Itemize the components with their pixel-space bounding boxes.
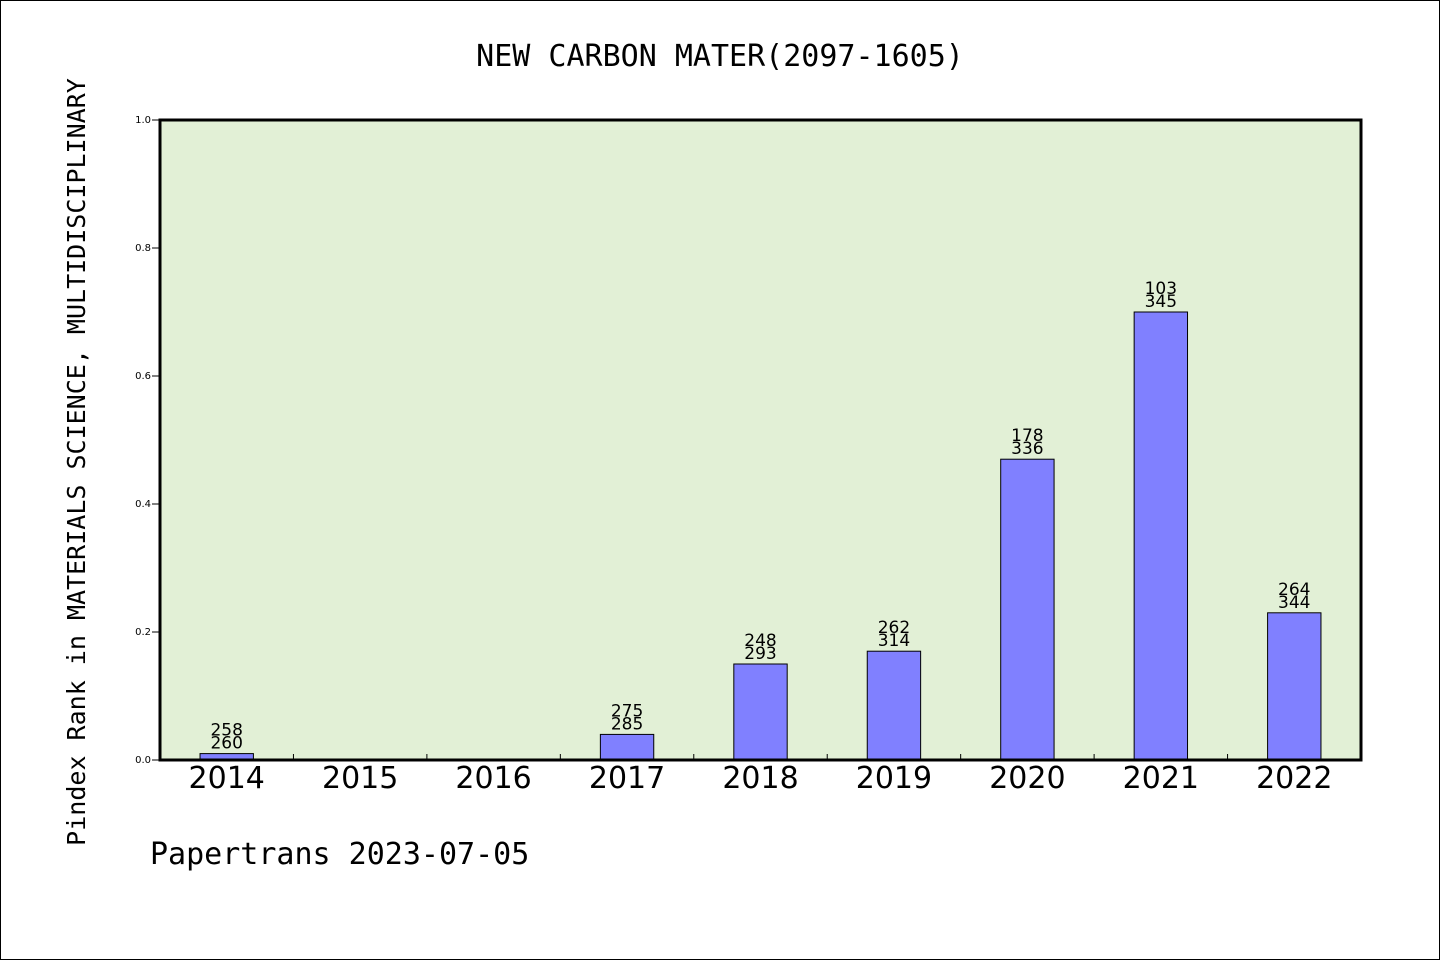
y-axis-ticks: 0.0 0.2 0.4 0.6 0.8 1.0 [135,115,160,766]
plot-border [158,118,1363,762]
x-tick-label: 2021 [1123,761,1199,796]
x-tick-label: 2019 [856,761,932,796]
y-tick-label: 1.0 [135,115,151,126]
bar-value-label: 345 [1145,292,1177,312]
bar-value-label: 264 [1278,580,1310,600]
bar [599,733,655,761]
bar-value-label: 293 [744,644,776,664]
bar-value-label: 248 [744,631,776,651]
x-tick-label: 2017 [589,761,665,796]
bar [866,650,922,761]
y-tick-label: 0.4 [135,499,151,510]
bar-value-label: 260 [210,734,242,754]
bar-value-label: 258 [210,721,242,741]
bar-value-label: 275 [611,701,643,721]
x-tick-label: 2022 [1256,761,1332,796]
y-tick-label: 0.2 [135,627,151,638]
y-tick-label: 0.6 [135,371,151,382]
bar-value-label: 314 [878,631,910,651]
x-tick-label: 2015 [322,761,398,796]
bar-value-label: 103 [1145,279,1177,299]
x-tick-label: 2020 [989,761,1065,796]
chart-title: NEW CARBON MATER(2097-1605) [476,39,964,74]
y-tick-label: 0.0 [135,755,151,766]
bar [1133,311,1189,761]
x-axis-ticks: 2014 2015 2016 2017 2018 2019 2020 2021 2022 [189,754,1332,796]
y-tick-label: 0.8 [135,243,151,254]
bar-value-label: 336 [1011,439,1043,459]
bar [1000,458,1055,761]
bar-value-label: 262 [878,618,910,638]
footer-text: Papertrans 2023-07-05 [150,837,529,872]
bars-group [199,311,1322,761]
bar-value-label: 344 [1278,593,1310,613]
y-axis-label: Pindex Rank in MATERIALS SCIENCE, MULTID… [62,78,91,846]
x-tick-label: 2016 [455,761,531,796]
x-tick-label: 2014 [189,761,265,796]
x-tick-label: 2018 [722,761,798,796]
bar-value-label: 285 [611,714,643,734]
bar [1267,612,1322,761]
bar [733,663,788,761]
bar-value-label: 178 [1011,426,1043,446]
